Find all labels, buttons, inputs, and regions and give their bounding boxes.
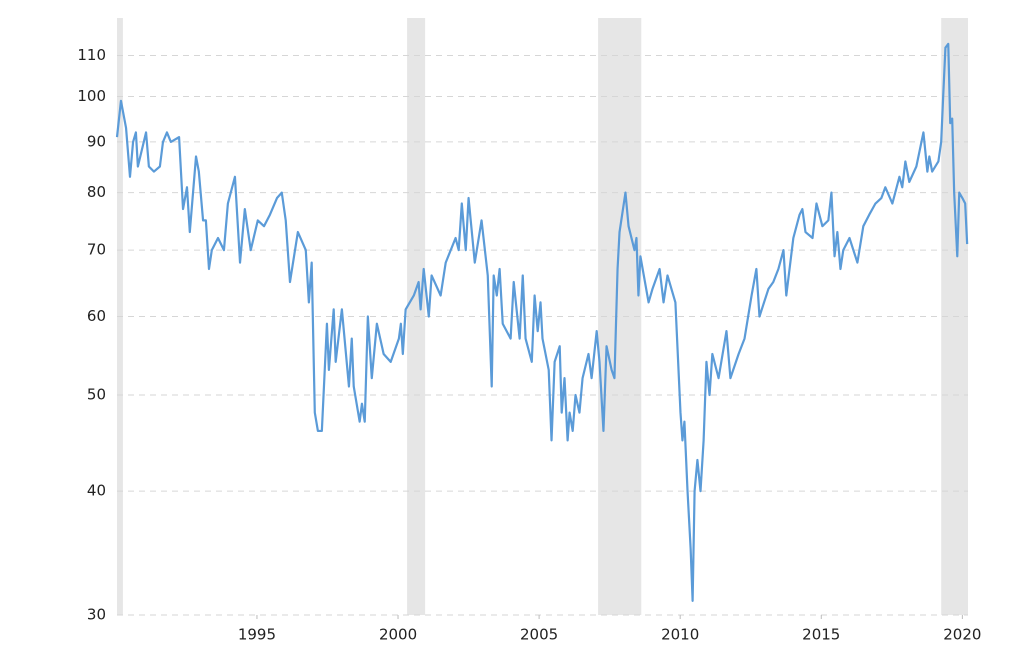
y-tick-label: 80: [87, 183, 106, 201]
x-tick-label: 1995: [238, 626, 276, 644]
x-tick-label: 2010: [661, 626, 699, 644]
x-tick-label: 2015: [802, 626, 840, 644]
y-tick-label: 110: [77, 46, 106, 64]
x-tick-label: 2000: [379, 626, 417, 644]
x-tick-label: 2020: [943, 626, 981, 644]
y-tick-label: 70: [87, 241, 106, 259]
y-tick-label: 40: [87, 482, 106, 500]
y-tick-label: 100: [77, 87, 106, 105]
y-tick-label: 90: [87, 132, 106, 150]
y-tick-label: 50: [87, 386, 106, 404]
y-tick-label: 30: [87, 606, 106, 624]
y-tick-label: 60: [87, 307, 106, 325]
x-tick-label: 2005: [520, 626, 558, 644]
data-line: [115, 42, 969, 602]
